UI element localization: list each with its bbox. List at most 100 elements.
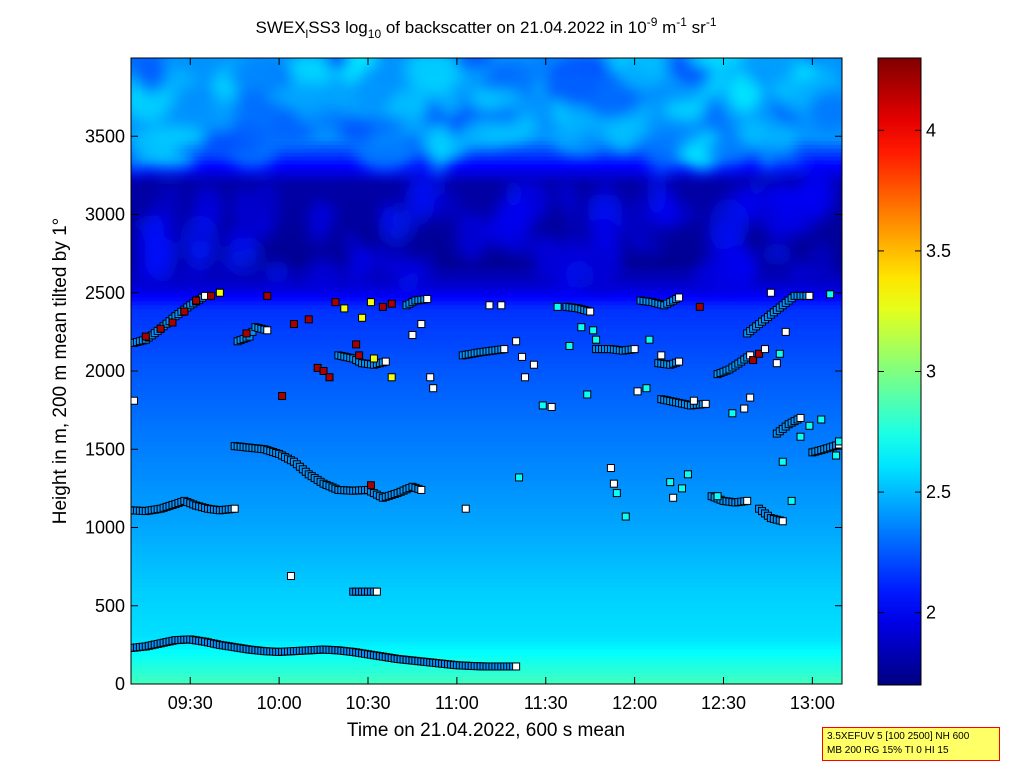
field-band (131, 562, 842, 568)
layer-point (372, 587, 381, 596)
field-band (131, 163, 842, 169)
field-band (131, 288, 842, 294)
y-tick-label: 3000 (85, 205, 125, 225)
cloud-blob (265, 260, 289, 283)
plot-area (131, 58, 842, 684)
aerosol-marker (592, 335, 601, 344)
colorbar-tick-label: 3.5 (926, 241, 951, 261)
cloud-blob (462, 107, 523, 126)
cloud-blob (433, 192, 464, 222)
cloud-blob (541, 75, 601, 97)
field-band (131, 601, 842, 607)
aerosol-marker (497, 301, 506, 310)
field-band (131, 515, 842, 521)
cloud-blob (762, 243, 792, 265)
field-band (131, 464, 842, 470)
field-band (131, 558, 842, 564)
aerosol-marker (835, 437, 842, 446)
aerosol-marker (832, 451, 841, 460)
aerosol-marker (429, 384, 438, 393)
layer-point (675, 293, 684, 302)
cloud-blob (790, 258, 809, 285)
cloud-blob (453, 58, 492, 72)
aerosol-marker (728, 409, 737, 418)
field-band (131, 476, 842, 482)
field-band (131, 194, 842, 200)
cloud-blob (230, 58, 294, 92)
field-band (131, 547, 842, 552)
cloud-blob (590, 217, 617, 251)
field-band (131, 284, 842, 290)
cloud-blob (185, 239, 216, 271)
field-band (131, 378, 842, 384)
cloud-blob (783, 89, 813, 114)
cloud-blob (567, 260, 591, 288)
layer-point (381, 357, 390, 366)
cloud-blob (681, 64, 712, 87)
field-band (131, 519, 842, 525)
field-band (131, 566, 842, 572)
field-band (131, 457, 842, 462)
field-band (131, 382, 842, 388)
field-band (131, 414, 842, 419)
aerosol-marker (206, 291, 215, 300)
aerosol-marker (678, 484, 687, 493)
colorbar-gradient (878, 58, 921, 685)
field-band (131, 167, 842, 173)
field-band (131, 327, 842, 333)
field-band (131, 417, 842, 423)
field-band (131, 155, 842, 161)
x-tick-label: 12:30 (701, 693, 746, 713)
title-part-8: sr (687, 18, 706, 37)
aerosol-marker (817, 415, 826, 424)
field-band (131, 523, 842, 529)
aerosol-marker (289, 320, 298, 329)
field-band (131, 277, 842, 282)
cloud-blob (505, 179, 522, 209)
cloud-blob (663, 99, 714, 120)
cloud-blob (232, 188, 254, 228)
field-band (131, 257, 842, 263)
layer-point (512, 662, 521, 671)
field-band (131, 468, 842, 474)
x-axis: 09:30 10:00 10:30 11:00 11:30 12:00 12:30 13:00 (168, 58, 835, 713)
cloud-blob (307, 200, 332, 245)
cloud-blob (131, 79, 172, 123)
field-band (131, 214, 842, 220)
aerosol-marker (180, 307, 189, 316)
field-band (131, 386, 842, 392)
cloud-blob (266, 87, 306, 104)
cloud-blob (741, 58, 798, 88)
title-part-1: l (306, 27, 309, 41)
aerosol-marker (242, 329, 251, 338)
cloud-blob (629, 234, 666, 256)
field-band (131, 570, 842, 576)
aerosol-marker (319, 367, 328, 375)
field-band (131, 390, 842, 396)
aerosol-marker (633, 387, 642, 396)
field-band (131, 582, 842, 587)
y-tick-label: 1000 (85, 518, 125, 538)
upper-cloud-texture (131, 58, 842, 301)
field-band (131, 198, 842, 204)
aerosol-marker (215, 288, 224, 297)
field-band (131, 339, 842, 345)
y-axis-label: Height in m, 200 m mean tilted by 1° (50, 218, 71, 524)
aerosol-marker (547, 402, 556, 411)
cloud-blob (690, 259, 723, 295)
y-tick-label: 0 (115, 674, 125, 694)
aerosol-marker (378, 302, 387, 311)
field-band (131, 249, 842, 255)
cloud-blob (808, 241, 835, 285)
field-band (131, 398, 842, 404)
layer-point (423, 295, 432, 304)
aerosol-marker (521, 373, 530, 382)
layer-point (805, 291, 814, 300)
field-band (131, 191, 842, 196)
field-band (131, 621, 842, 627)
aerosol-marker (826, 290, 835, 299)
title-part-9: -1 (706, 15, 717, 29)
field-band (131, 218, 842, 224)
cloud-blob (652, 187, 679, 231)
